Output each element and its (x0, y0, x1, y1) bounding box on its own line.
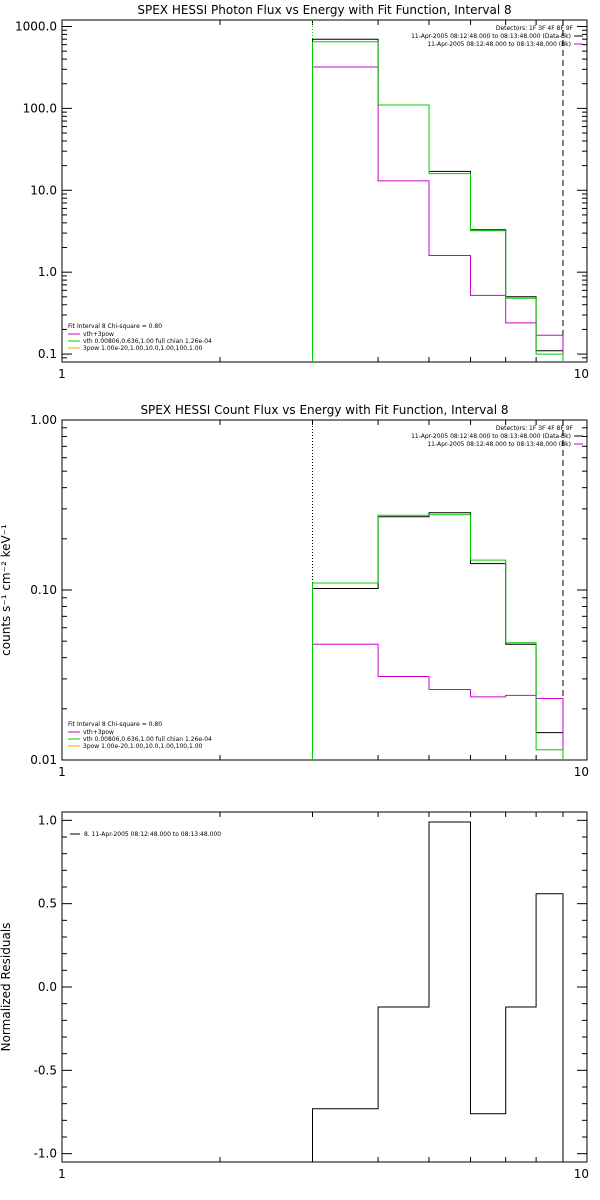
y-tick-label: -0.5 (34, 1063, 57, 1077)
y-tick-label: 0.01 (30, 753, 57, 767)
x-tick-label: 10 (574, 367, 589, 381)
series-line-1 (312, 38, 564, 362)
legend-entry: vth+3pow (83, 331, 114, 338)
legend-header: Fit Interval 8 Chi-square = 0.80 (68, 323, 162, 330)
chart-panel-3: Normalized Residuals 1 10 -1.0 -0.5 0.0 0.5 1.0… (0, 811, 589, 1181)
series-line-2 (312, 66, 564, 362)
legend-entry: 8. 11-Apr-2005 08:12:48.000 to 08:13:48.… (84, 831, 221, 838)
legend-header: Detectors: 1F 3F 4F 8F 9F (496, 425, 574, 432)
x-tick-label: 1 (58, 1167, 66, 1181)
y-axis-label: Normalized Residuals (0, 923, 13, 1052)
legend-entry: 11-Apr-2005 08:12:48.000 to 08:13:48.000… (411, 433, 571, 440)
legend-header: Detectors: 1F 3F 4F 8F 9F (496, 25, 574, 32)
y-tick-label: 1.0 (38, 813, 57, 827)
legend-entry: 11-Apr-2005 08:12:48.000 to 08:13:48.000… (427, 441, 571, 448)
plot-frame (61, 811, 588, 1163)
legend-entry: 11-Apr-2005 08:12:48.000 to 08:13:48.000… (411, 33, 571, 40)
y-tick-label: 0.1 (38, 347, 57, 361)
x-tick-label: 10 (574, 1167, 589, 1181)
y-tick-label: 0.5 (38, 897, 57, 911)
y-tick-label: 100.0 (23, 101, 57, 115)
chart-title: SPEX HESSI Count Flux vs Energy with Fit… (140, 403, 508, 417)
y-tick-label: -1.0 (34, 1147, 57, 1161)
x-tick-label: 10 (574, 765, 589, 779)
series-line-2 (312, 643, 564, 760)
legend-entry: vth 0.00806,0.636,1.00 full chian 1.26e-… (83, 338, 212, 345)
y-tick-label: 0.0 (38, 980, 57, 994)
y-axis-label: counts s⁻¹ cm⁻² keV⁻¹ (0, 524, 13, 656)
legend-entry: vth+3pow (83, 729, 114, 736)
y-tick-label: 0.10 (30, 583, 57, 597)
chart-panel-2: SPEX HESSI Count Flux vs Energy with Fit… (0, 403, 589, 779)
legend-entry: 3pow 1.00e-20,1.00,10.0,1.00,100,1.00 (83, 743, 203, 750)
plot-frame (61, 419, 588, 761)
plot-frame (61, 19, 588, 363)
legend-header: Fit Interval 8 Chi-square = 0.80 (68, 721, 162, 728)
legend-entry: vth 0.00806,0.636,1.00 full chian 1.26e-… (83, 736, 212, 743)
x-tick-label: 1 (58, 765, 66, 779)
y-tick-label: 1.00 (30, 413, 57, 427)
y-tick-label: 10.0 (30, 183, 57, 197)
y-tick-label: 1.0 (38, 265, 57, 279)
legend-entry: 11-Apr-2005 08:12:48.000 to 08:13:48.000… (427, 41, 571, 48)
chart-panel-1: SPEX HESSI Photon Flux vs Energy with Fi… (15, 3, 589, 381)
series-line-1 (312, 512, 564, 760)
legend-entry: 3pow 1.00e-20,1.00,10.0,1.00,100,1.00 (83, 345, 203, 352)
series-line-1 (312, 821, 564, 1162)
series-line-3 (312, 514, 564, 760)
x-tick-label: 1 (58, 367, 66, 381)
chart-title: SPEX HESSI Photon Flux vs Energy with Fi… (137, 3, 511, 17)
y-tick-label: 1000.0 (15, 19, 57, 33)
series-line-3 (312, 41, 564, 362)
